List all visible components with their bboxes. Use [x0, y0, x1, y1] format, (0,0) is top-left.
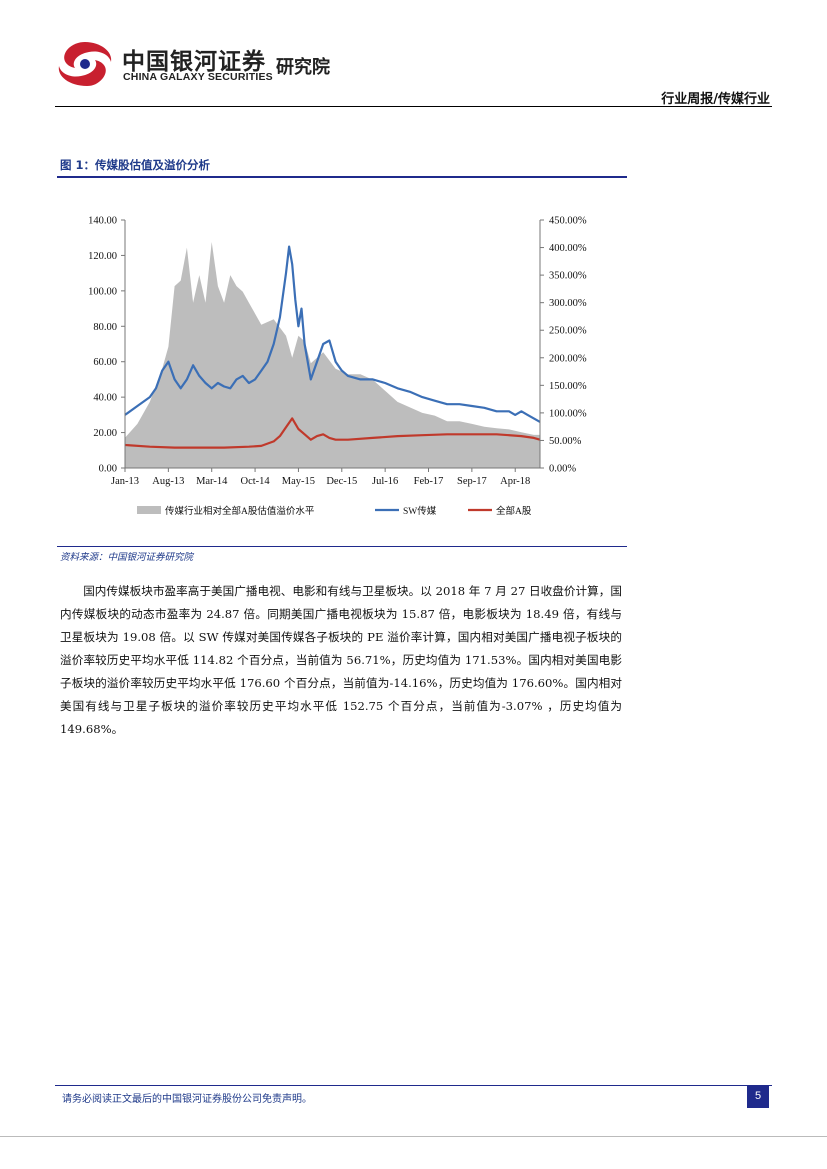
page-bottom-line: [0, 1136, 827, 1137]
y-left-tick-label: 100.00: [88, 286, 117, 297]
body-paragraph: 国内传媒板块市盈率高于美国广播电视、电影和有线与卫星板块。以 2018 年 7 …: [60, 584, 622, 736]
y-left-tick-label: 80.00: [93, 322, 117, 333]
footer-divider: [55, 1085, 772, 1086]
y-right-tick-label: 300.00%: [549, 298, 587, 309]
report-type: 行业周报/传媒行业: [661, 92, 770, 107]
institute-name: 研究院: [276, 57, 330, 78]
brand-name-cn: 中国银河证券: [122, 49, 266, 75]
valuation-chart: 0.00 20.00 40.00 60.00 80.00 100.00 120.00 140.…: [57, 200, 627, 530]
x-tick-label: Mar-14: [196, 476, 228, 487]
x-tick-label: Oct-14: [240, 476, 270, 487]
header-divider: [55, 106, 772, 107]
y-left-tick-label: 20.00: [93, 428, 117, 439]
x-tick-label: Aug-13: [152, 476, 184, 487]
page-header: 中国银河证券 CHINA GALAXY SECURITIES 研究院 行业周报/…: [0, 0, 827, 110]
legend-label-premium: 传媒行业相对全部A股估值溢价水平: [165, 505, 315, 517]
galaxy-swirl-logo-icon: [58, 42, 112, 86]
y-left-tick-label: 40.00: [93, 393, 117, 404]
y-right-tick-label: 50.00%: [549, 436, 582, 447]
series-line-sw-media: [124, 245, 541, 423]
y-right-tick-label: 250.00%: [549, 326, 587, 337]
legend-label-all-a-shares: 全部A股: [496, 505, 532, 517]
brand-name-en: CHINA GALAXY SECURITIES: [123, 71, 273, 83]
x-tick-label: Dec-15: [326, 476, 357, 487]
series-area-premium: [125, 242, 540, 468]
y-right-tick-label: 450.00%: [549, 216, 587, 227]
y-right-tick-label: 100.00%: [549, 408, 587, 419]
legend-label-sw-media: SW传媒: [403, 505, 437, 517]
footer-disclaimer: 请务必阅读正文最后的中国银河证券股份公司免责声明。: [62, 1094, 312, 1105]
y-left-tick-label: 140.00: [88, 216, 117, 227]
figure-top-rule: [57, 176, 627, 178]
figure-title: 图 1：传媒股估值及溢价分析: [60, 158, 211, 172]
series-line-all-a-shares: [124, 417, 541, 449]
x-tick-label: Feb-17: [414, 476, 444, 487]
x-tick-label: Jan-13: [111, 476, 139, 487]
figure-source: 资料来源：中国银河证券研究院: [60, 552, 194, 563]
legend-swatch-premium: [137, 506, 161, 514]
figure-bottom-rule: [57, 546, 627, 547]
y-left-tick-label: 60.00: [93, 357, 117, 368]
y-right-tick-label: 200.00%: [549, 353, 587, 364]
page-number: 5: [747, 1085, 769, 1108]
y-right-tick-label: 0.00%: [549, 464, 576, 475]
y-left-tick-label: 0.00: [99, 464, 117, 475]
x-tick-label: Jul-16: [372, 476, 398, 487]
y-right-tick-label: 150.00%: [549, 381, 587, 392]
x-tick-label: Sep-17: [457, 476, 487, 487]
y-right-tick-label: 400.00%: [549, 243, 587, 254]
chart-svg: 0.00 20.00 40.00 60.00 80.00 100.00 120.00 140.…: [88, 216, 587, 518]
x-tick-label: Apr-18: [500, 476, 530, 487]
y-right-tick-label: 350.00%: [549, 271, 587, 282]
y-left-tick-label: 120.00: [88, 251, 117, 262]
x-tick-label: May-15: [282, 476, 315, 487]
